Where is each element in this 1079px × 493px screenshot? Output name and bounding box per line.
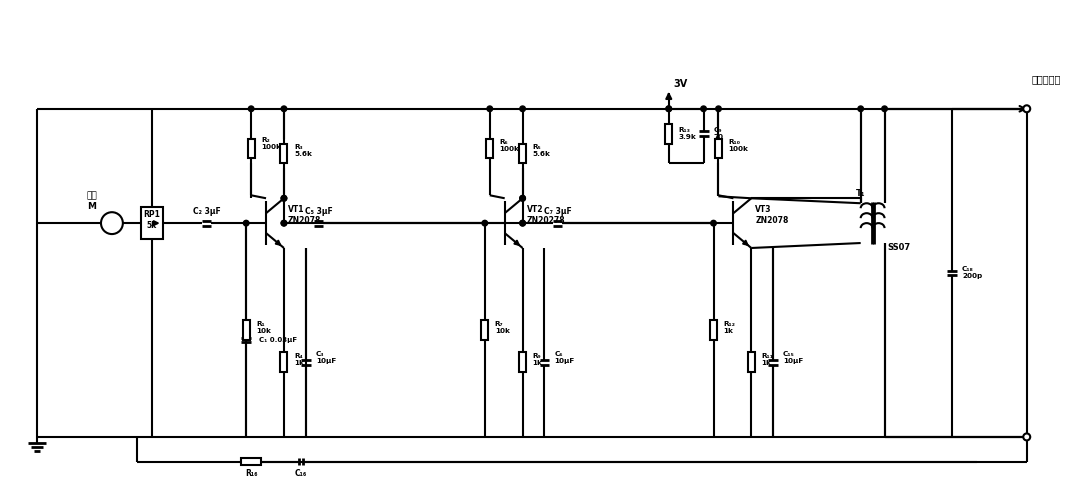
Text: R₁₂
1k: R₁₂ 1k bbox=[723, 320, 735, 334]
Circle shape bbox=[282, 220, 287, 226]
Circle shape bbox=[715, 106, 721, 111]
Text: SS07: SS07 bbox=[888, 244, 911, 252]
Circle shape bbox=[700, 106, 707, 111]
Text: C₅ 3μF: C₅ 3μF bbox=[305, 207, 332, 216]
Circle shape bbox=[282, 196, 287, 201]
Text: VT1
ZN2078: VT1 ZN2078 bbox=[288, 206, 322, 225]
Text: R₁₁
1k: R₁₁ 1k bbox=[762, 353, 774, 366]
Circle shape bbox=[858, 106, 863, 111]
Text: R₁₆: R₁₆ bbox=[245, 469, 258, 478]
Text: C₃
10μF: C₃ 10μF bbox=[316, 351, 336, 364]
Circle shape bbox=[520, 196, 525, 201]
Text: C₁₈
200p: C₁₈ 200p bbox=[962, 266, 982, 280]
Text: R₁₀
100k: R₁₀ 100k bbox=[728, 139, 749, 152]
Text: VT2
ZN20278: VT2 ZN20278 bbox=[527, 206, 565, 225]
Circle shape bbox=[520, 220, 525, 226]
Text: R₁
10k: R₁ 10k bbox=[256, 320, 271, 334]
Bar bbox=[487, 139, 493, 158]
Bar bbox=[248, 139, 255, 158]
Circle shape bbox=[282, 106, 287, 111]
Text: 3V: 3V bbox=[673, 79, 688, 89]
Circle shape bbox=[487, 106, 493, 111]
Text: R₅
5.6k: R₅ 5.6k bbox=[533, 144, 550, 157]
Circle shape bbox=[101, 212, 123, 234]
Text: 去录音磁头: 去录音磁头 bbox=[1032, 74, 1061, 84]
Text: C₆
10μF: C₆ 10μF bbox=[555, 351, 575, 364]
Circle shape bbox=[711, 220, 716, 226]
Bar bbox=[519, 352, 527, 372]
Text: C₂ 3μF: C₂ 3μF bbox=[192, 207, 220, 216]
Circle shape bbox=[482, 220, 488, 226]
Text: R₁₃
3.9k: R₁₃ 3.9k bbox=[679, 127, 696, 140]
Circle shape bbox=[1023, 433, 1030, 440]
Text: R₉
1k: R₉ 1k bbox=[533, 353, 543, 366]
Text: 话筒
M: 话筒 M bbox=[86, 192, 97, 211]
Text: C₉
70: C₉ 70 bbox=[713, 127, 724, 140]
Circle shape bbox=[244, 220, 249, 226]
Bar bbox=[243, 320, 249, 340]
Text: C₇ 3μF: C₇ 3μF bbox=[544, 207, 571, 216]
Text: T₁: T₁ bbox=[856, 189, 865, 198]
Circle shape bbox=[282, 220, 287, 226]
Circle shape bbox=[520, 196, 525, 201]
Text: R₆
100k: R₆ 100k bbox=[500, 139, 520, 152]
Text: R₃
5.6k: R₃ 5.6k bbox=[293, 144, 312, 157]
Bar bbox=[242, 458, 261, 465]
Bar bbox=[666, 124, 672, 143]
Text: R₇
10k: R₇ 10k bbox=[495, 320, 509, 334]
Text: R₄
1k: R₄ 1k bbox=[293, 353, 304, 366]
Bar bbox=[481, 320, 489, 340]
Bar bbox=[281, 143, 287, 164]
Circle shape bbox=[520, 106, 525, 111]
Text: C₁ 0.03μF: C₁ 0.03μF bbox=[259, 337, 297, 343]
Bar bbox=[715, 139, 722, 158]
Circle shape bbox=[248, 106, 254, 111]
Circle shape bbox=[1023, 106, 1030, 112]
Circle shape bbox=[882, 106, 887, 111]
Text: C₁₅
10μF: C₁₅ 10μF bbox=[783, 351, 804, 364]
Bar bbox=[748, 352, 755, 372]
Bar bbox=[281, 352, 287, 372]
Text: RP1
5k: RP1 5k bbox=[144, 211, 160, 230]
Text: C₁₆: C₁₆ bbox=[295, 469, 308, 478]
Bar bbox=[519, 143, 527, 164]
Circle shape bbox=[520, 220, 525, 226]
Bar bbox=[140, 207, 163, 239]
Text: VT3
ZN2078: VT3 ZN2078 bbox=[755, 206, 789, 225]
Text: R₂
100k: R₂ 100k bbox=[261, 137, 281, 150]
Circle shape bbox=[666, 106, 671, 111]
Circle shape bbox=[282, 196, 287, 201]
Bar bbox=[710, 320, 716, 340]
Circle shape bbox=[666, 106, 671, 111]
